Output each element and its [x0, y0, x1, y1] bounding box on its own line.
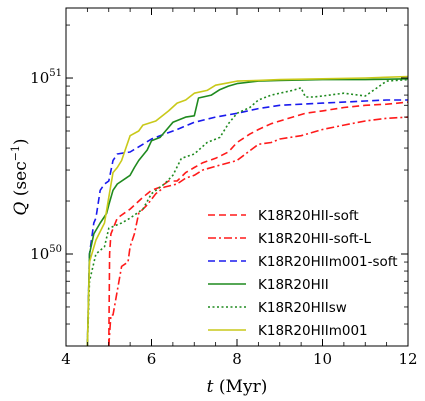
- x-tick-label: 4: [61, 350, 71, 368]
- tick-layer: 4 6 8 10 12 1050 1051: [30, 8, 418, 368]
- series-layer: [86, 75, 408, 346]
- x-tick-label: 8: [232, 350, 242, 368]
- x-tick-label: 12: [398, 350, 417, 368]
- y-tick-label: 1051: [30, 68, 62, 87]
- legend-label: K18R20HIIm001: [258, 323, 368, 339]
- series-line-4: [86, 78, 408, 346]
- x-axis-label: t (Myr): [207, 377, 268, 397]
- x-tick-label: 6: [147, 350, 157, 368]
- y-axis-label: Q (sec−1): [9, 138, 31, 215]
- x-tick-label: 10: [313, 350, 332, 368]
- y-tick-label: 1050: [30, 244, 62, 263]
- legend-label: K18R20HIIsw: [258, 300, 347, 316]
- legend-label: K18R20HIIm001-soft: [258, 254, 398, 270]
- legend-label: K18R20HII-soft: [258, 208, 359, 224]
- plot-background: [66, 8, 408, 346]
- series-line-5: [86, 75, 408, 346]
- legend-label: K18R20HII-soft-L: [258, 231, 372, 247]
- legend: K18R20HII-soft K18R20HII-soft-L K18R20HIIm…: [208, 208, 398, 339]
- legend-label: K18R20HII: [258, 277, 329, 293]
- series-line-1: [108, 116, 408, 346]
- series-line-2: [86, 99, 408, 346]
- series-line-0: [108, 101, 408, 346]
